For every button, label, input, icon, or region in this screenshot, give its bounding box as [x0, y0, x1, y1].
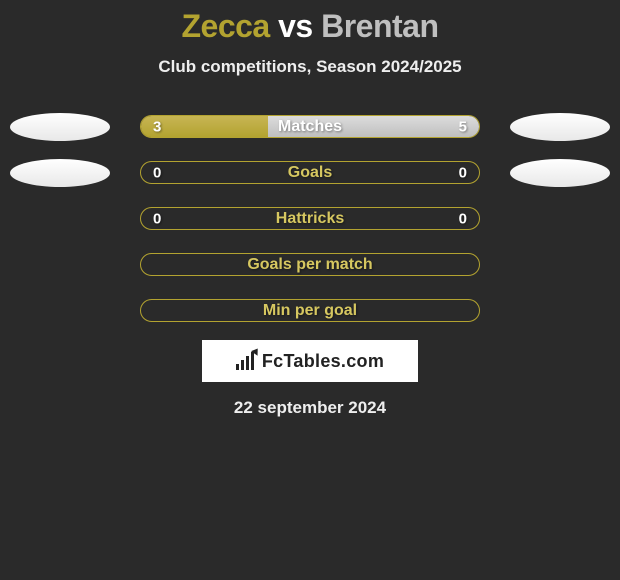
stat-row: Min per goal [0, 299, 620, 322]
comparison-title: Zecca vs Brentan [0, 0, 620, 45]
player2-value: 0 [459, 164, 467, 181]
stat-bar: Min per goal [140, 299, 480, 322]
vs-text: vs [278, 8, 313, 44]
player2-badge [510, 113, 610, 141]
player1-name: Zecca [181, 8, 269, 44]
player1-value: 3 [153, 118, 161, 135]
stat-row: 0 0 Goals [0, 161, 620, 184]
player2-value: 0 [459, 210, 467, 227]
chart-icon [236, 352, 258, 370]
player2-name: Brentan [321, 8, 438, 44]
stat-row: Goals per match [0, 253, 620, 276]
logo-box: FcTables.com [202, 340, 418, 382]
stat-row: 0 0 Hattricks [0, 207, 620, 230]
logo: FcTables.com [236, 351, 384, 372]
player1-value: 0 [153, 164, 161, 181]
stat-row: 3 5 Matches [0, 115, 620, 138]
stat-bar: 0 0 Hattricks [140, 207, 480, 230]
stat-bar: 0 0 Goals [140, 161, 480, 184]
logo-text: FcTables.com [262, 351, 384, 372]
player1-badge [10, 159, 110, 187]
stat-bar: Goals per match [140, 253, 480, 276]
stat-label: Goals [288, 164, 332, 182]
stat-label: Hattricks [276, 210, 344, 228]
stat-label: Matches [278, 118, 342, 136]
player2-value: 5 [459, 118, 467, 135]
date-text: 22 september 2024 [0, 398, 620, 418]
subtitle: Club competitions, Season 2024/2025 [0, 57, 620, 77]
stat-label: Min per goal [263, 302, 357, 320]
stat-label: Goals per match [247, 256, 372, 274]
player1-badge [10, 113, 110, 141]
player1-value: 0 [153, 210, 161, 227]
stat-bar: 3 5 Matches [140, 115, 480, 138]
player2-badge [510, 159, 610, 187]
stats-bars-area: 3 5 Matches 0 0 Goals 0 0 Hattricks Goals per mat… [0, 115, 620, 322]
